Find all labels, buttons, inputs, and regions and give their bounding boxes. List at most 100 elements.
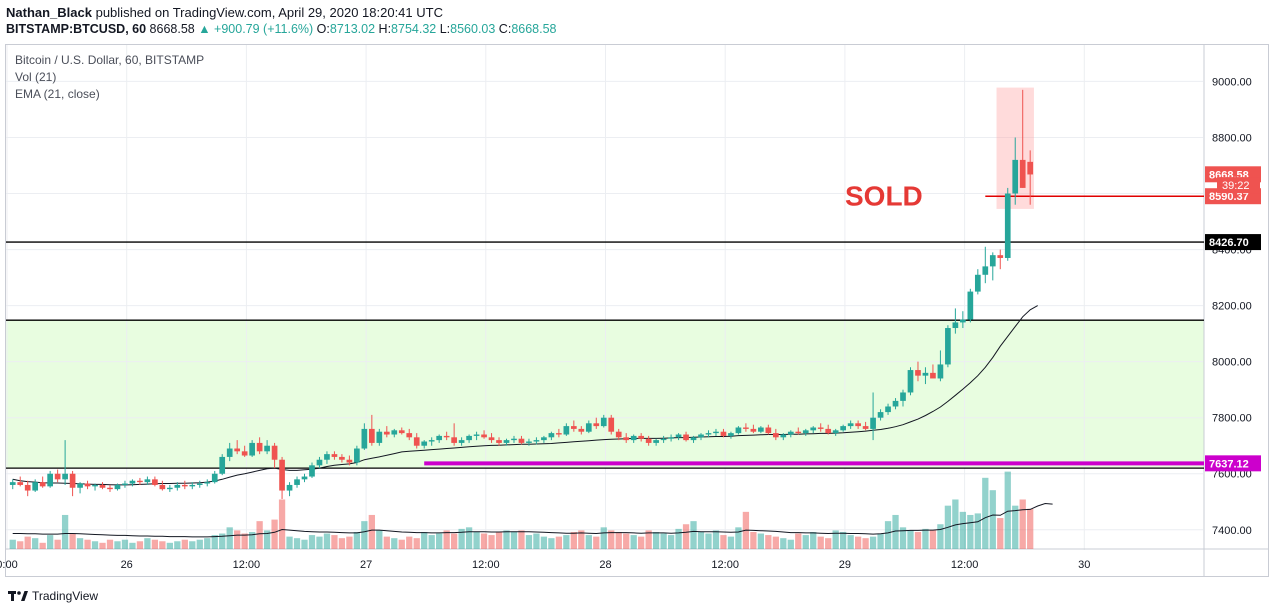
volume-bar — [780, 538, 787, 549]
volume-bar — [735, 527, 742, 549]
candle-body — [32, 482, 39, 491]
candle-body — [361, 428, 368, 449]
high-value: 8754.32 — [391, 22, 437, 36]
candle-body — [989, 255, 996, 267]
candle-body — [668, 437, 674, 439]
author-name[interactable]: Nathan_Black — [6, 5, 92, 20]
candle-body — [496, 440, 502, 443]
candle-body — [211, 473, 218, 483]
price-label: 8590.37 — [1209, 191, 1249, 203]
candle-body — [653, 440, 659, 443]
volume-bar — [645, 530, 652, 549]
volume-bar — [869, 536, 877, 549]
volume-bar — [518, 530, 525, 549]
volume-bar — [256, 521, 263, 549]
candle-body — [533, 440, 540, 442]
open-value: 8713.02 — [329, 22, 376, 36]
candle-body — [593, 423, 600, 427]
volume-bar — [174, 541, 181, 549]
volume-bar — [772, 536, 779, 549]
volume-bar — [705, 533, 712, 549]
candle-body — [391, 430, 398, 435]
candle-body — [152, 479, 158, 485]
volume-bar — [413, 538, 420, 549]
candle-body — [615, 431, 622, 438]
volume-bar — [421, 531, 428, 549]
volume-bar — [787, 539, 794, 549]
candle-body — [556, 433, 562, 435]
volume-bar — [847, 535, 854, 549]
volume-bar — [495, 531, 503, 549]
candle-body — [563, 426, 570, 435]
volume-bar — [503, 530, 510, 549]
candle-body — [772, 433, 779, 438]
footer-brand[interactable]: TradingView — [8, 589, 98, 603]
legend-ema[interactable]: EMA (21, close) — [15, 87, 100, 101]
volume-bar — [825, 538, 832, 549]
candle-body — [608, 417, 615, 432]
volume-bar — [712, 530, 720, 549]
last-price: 8668.58 — [146, 22, 199, 36]
volume-bar — [690, 521, 697, 549]
volume-bar — [91, 541, 99, 549]
volume-bar — [361, 521, 368, 549]
footer-brand-label: TradingView — [32, 589, 99, 603]
candle-body — [256, 442, 263, 452]
legend-symbol[interactable]: Bitcoin / U.S. Dollar, 60, BITSTAMP — [15, 53, 205, 67]
volume-bar — [121, 539, 129, 549]
volume-bar — [308, 535, 316, 549]
low-value: 8560.03 — [450, 22, 496, 36]
candle-body — [750, 428, 757, 432]
candle-body — [167, 487, 173, 490]
volume-bar — [181, 539, 188, 549]
close-value: 8668.58 — [511, 22, 557, 36]
volume-bar — [982, 477, 989, 549]
chart-frame — [5, 44, 1269, 577]
price-label-bg — [1205, 234, 1261, 251]
volume-bar — [959, 511, 967, 549]
volume-bar — [899, 527, 907, 549]
volume-bar — [922, 528, 929, 549]
volume-bar — [974, 513, 981, 549]
tradingview-logo-icon — [8, 591, 28, 601]
sold-annotation[interactable]: SOLD — [845, 180, 923, 211]
candle-body — [526, 441, 532, 443]
candle-body — [600, 417, 607, 427]
volume-bar — [810, 531, 817, 549]
volume-bar — [286, 536, 293, 549]
volume-bar — [989, 490, 996, 549]
volume-bar — [907, 530, 914, 549]
candle-body — [181, 484, 188, 487]
price-label-bg — [1205, 455, 1261, 472]
candle-body — [713, 431, 719, 434]
candle-body — [339, 456, 345, 460]
y-tick-label: 9000.00 — [1212, 76, 1252, 88]
price-change: ▲ +900.79 (+11.6%) — [198, 22, 314, 36]
volume-bar — [1012, 505, 1019, 549]
candle-body — [107, 487, 113, 490]
candle-body — [930, 372, 936, 379]
close-label: C: — [495, 22, 512, 36]
candle-body — [802, 430, 809, 434]
candle-body — [421, 441, 428, 446]
candle-body — [264, 445, 270, 452]
volume-bar — [129, 542, 136, 549]
volume-bar — [383, 536, 390, 549]
x-tick-label: 28 — [599, 559, 611, 571]
volume-bar — [136, 541, 144, 549]
volume-bar — [525, 535, 533, 549]
volume-bar — [750, 531, 757, 549]
legend-volume[interactable]: Vol (21) — [15, 70, 57, 84]
candle-body — [84, 483, 91, 487]
volume-bar — [570, 531, 577, 549]
x-tick-label: 12:00 — [711, 559, 739, 571]
x-tick-label: 12:00 — [472, 559, 500, 571]
volume-bar — [32, 538, 39, 549]
volume-ema-line — [12, 502, 1053, 538]
price-label: 7637.12 — [1209, 458, 1249, 470]
candle-body — [698, 434, 704, 438]
candle-body — [488, 437, 495, 441]
candle-body — [780, 434, 787, 438]
volume-bar — [368, 514, 375, 549]
